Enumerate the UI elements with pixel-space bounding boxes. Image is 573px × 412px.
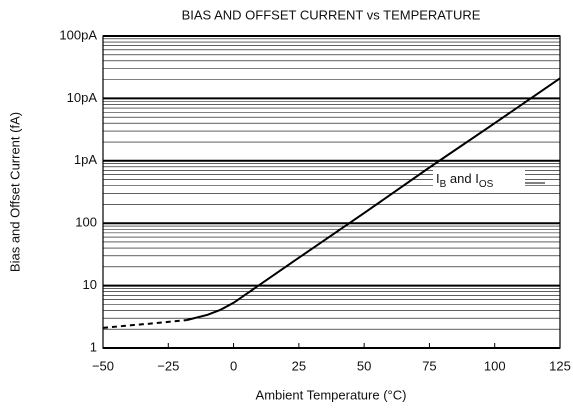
x-tick-label: 50 — [357, 358, 371, 373]
x-tick-label: 125 — [549, 358, 571, 373]
annotation-bg — [433, 170, 525, 192]
data-line — [186, 77, 561, 322]
x-axis-label: Ambient Temperature (°C) — [256, 387, 407, 402]
annotation-part: I — [436, 171, 440, 186]
x-tick-label: 25 — [292, 358, 306, 373]
y-tick-label: 100 — [75, 215, 97, 230]
y-tick-label: 10pA — [67, 90, 98, 105]
annotation-part: OS — [479, 179, 494, 190]
data-line — [102, 319, 187, 329]
annotation-part: B — [440, 179, 447, 190]
x-tick-label: 100 — [484, 358, 506, 373]
y-tick-label: 1 — [90, 339, 97, 354]
y-axis-label: Bias and Offset Current (fA) — [7, 112, 22, 272]
chart-title: BIAS AND OFFSET CURRENT vs TEMPERATURE — [182, 7, 481, 22]
x-tick-label: 0 — [230, 358, 237, 373]
y-tick-label: 1pA — [74, 152, 97, 167]
x-tick-label: −50 — [92, 358, 114, 373]
plot-frame — [102, 35, 561, 349]
y-tick-label: 100pA — [59, 27, 97, 42]
annotation-part: and I — [446, 171, 479, 186]
y-tick-label: 10 — [83, 277, 97, 292]
x-tick-label: 75 — [422, 358, 436, 373]
x-tick-label: −25 — [157, 358, 179, 373]
annotation: IB and IOS — [436, 171, 494, 189]
